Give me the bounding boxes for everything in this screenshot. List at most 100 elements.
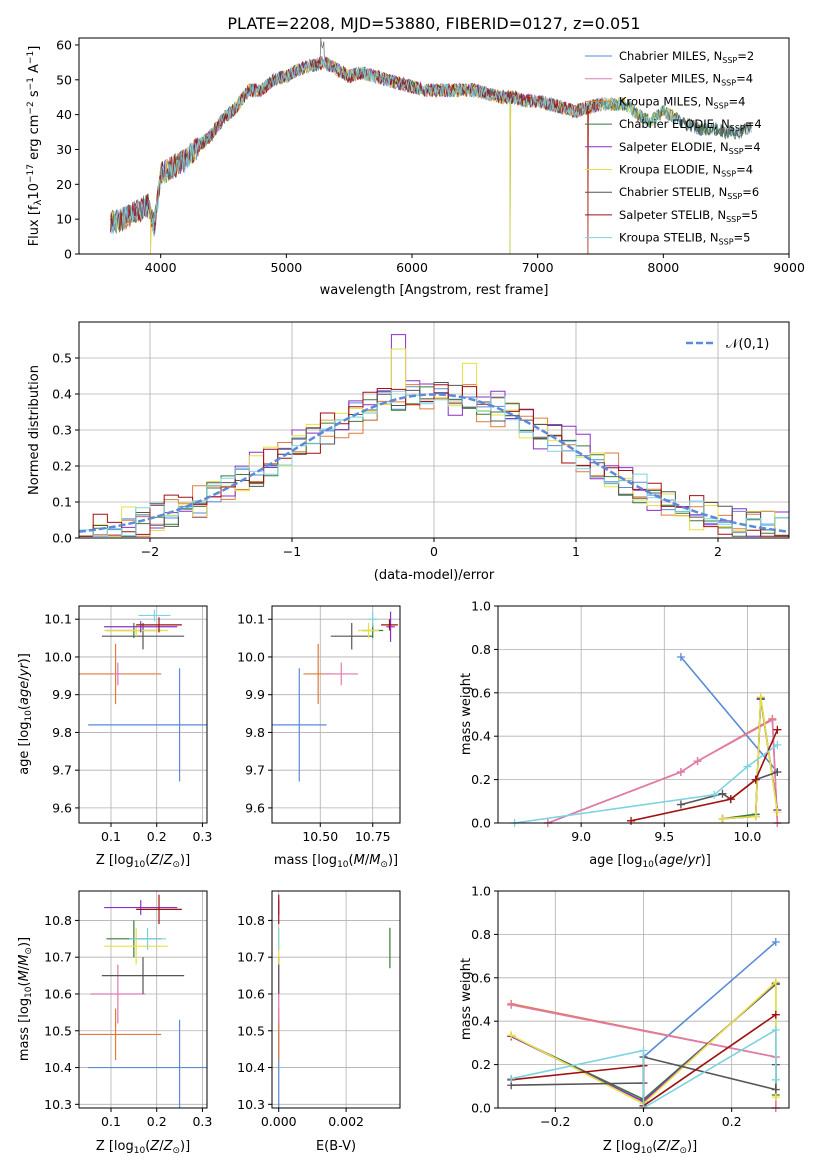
weight-vs-Z-ticks: −0.2 0.0 0.2 0.0 0.2 0.4 0.6 0.8 1.0: [471, 884, 742, 1130]
mass-vs-Z-point-kroupa-elodie: [104, 927, 169, 965]
mass-vs-Z-xlabel: Z [log10(Z/Z⊙)]: [96, 1139, 190, 1156]
age-vs-mass-point-kroupa-stelib: [368, 611, 377, 627]
age-vs-Z-xtick-label: 0.2: [147, 829, 167, 844]
weight-vs-age-lines: [510, 652, 782, 827]
series-marker: [771, 1093, 780, 1102]
series-marker: [771, 1075, 780, 1084]
residuals-xtick-label: 1: [572, 544, 580, 559]
series-marker: [676, 768, 685, 777]
spectrum-ytick-label: 60: [56, 37, 72, 52]
age-vs-mass-frame: [271, 605, 401, 824]
mass-vs-ebv-ticks: 0.000 0.002 10.3 10.4 10.5 10.6 10.7 10.8: [237, 913, 364, 1129]
series-marker: [726, 795, 735, 804]
series-marker: [773, 808, 782, 817]
weight-vs-Z-xtick-label: 0.0: [634, 1114, 654, 1129]
mass-vs-Z-point-salpeter-elodie: [104, 900, 178, 915]
residuals-xlabel: (data-model)/error: [374, 568, 495, 583]
age-vs-Z-ytick-label: 10.1: [44, 612, 72, 627]
residuals-ytick-label: 0.2: [52, 459, 72, 474]
age-vs-mass-xtick-label: 10.50: [302, 829, 338, 844]
figure-title: PLATE=2208, MJD=53880, FIBERID=0127, z=0…: [227, 14, 640, 33]
residuals-ytick-label: 0.5: [52, 351, 72, 366]
spectrum-xtick-label: 6000: [396, 260, 428, 275]
weight-vs-age-xlabel: age [log10(age/yr)]: [589, 853, 711, 870]
series-line: [642, 941, 777, 1058]
age-vs-Z-point-chabrier-stelib: [101, 622, 185, 650]
residuals-panel: −2 −1 0 1 2 0.0 0.1 0.2 0.3 0.4 0.5 𝒩(0,1) (data-m…: [27, 321, 790, 583]
mass-vs-ebv-panel: 0.000 0.002 10.3 10.4 10.5 10.6 10.7 10.8 E(B-V…: [237, 890, 401, 1154]
age-vs-Z-ylabel: age [log10(age/yr)]: [17, 653, 34, 775]
series-marker: [756, 693, 765, 702]
mass-vs-Z-ytick-label: 10.6: [44, 986, 72, 1001]
weight-vs-age-xtick-label: 9.5: [654, 829, 674, 844]
spectrum-line-kroupa-elodie: [110, 56, 677, 255]
age-vs-mass-ytick-label: 9.7: [245, 763, 265, 778]
age-vs-mass-ytick-label: 9.6: [245, 800, 265, 815]
weight-vs-age-ytick-label: 0.4: [471, 729, 491, 744]
spectrum-frame: [78, 37, 790, 255]
mass-vs-ebv-xtick-label: 0.000: [261, 1114, 297, 1129]
residuals-ticks: −2 −1 0 1 2 0.0 0.1 0.2 0.3 0.4 0.5: [52, 351, 722, 560]
series-marker: [771, 978, 780, 987]
age-vs-Z-xtick-label: 0.1: [101, 829, 121, 844]
mass-vs-Z-point-chabrier-stelib: [101, 957, 185, 994]
age-vs-mass-point-kroupa-elodie: [358, 622, 380, 639]
spectrum-ticks: 4000 5000 6000 7000 8000 9000 0 10 20 30 40 50 60: [56, 37, 805, 275]
age-vs-mass-panel: 10.50 10.75 9.6 9.7 9.8 9.9 10.0 10.1 mass [log…: [237, 605, 401, 870]
legend-label-chabrier-stelib: Chabrier STELIB, NSSP=6: [619, 185, 759, 201]
age-vs-mass-point-chabrier-stelib: [330, 622, 373, 650]
mass-vs-ebv-ytick-label: 10.7: [237, 950, 265, 965]
series-line: [722, 696, 779, 820]
spectrum-ytick-label: 0: [64, 247, 72, 262]
mass-vs-Z-ytick-label: 10.8: [44, 913, 72, 928]
mass-vs-ebv-ytick-label: 10.3: [237, 1097, 265, 1112]
spectrum-xtick-label: 8000: [647, 260, 679, 275]
series-marker: [693, 757, 702, 766]
age-vs-mass-point-chabrier-miles: [272, 668, 327, 782]
series-marker: [507, 1031, 516, 1040]
spectrum-legend: Chabrier MILES, NSSP=2 Salpeter MILES, NS…: [585, 49, 762, 247]
weight-vs-Z-ytick-label: 0.6: [471, 970, 491, 985]
series-marker: [710, 790, 719, 799]
legend-label-chabrier-elodie: Chabrier ELODIE, NSSP=4: [619, 117, 762, 133]
mass-vs-ebv-frame: [271, 890, 401, 1109]
residuals-xtick-label: 2: [714, 544, 722, 559]
weight-vs-age-ytick-label: 0.8: [471, 642, 491, 657]
mass-vs-Z-xtick-label: 0.3: [192, 1114, 212, 1129]
mass-vs-Z-ylabel: mass [log10(M/M⊙)]: [17, 937, 34, 1061]
age-vs-Z-xtick-label: 0.3: [192, 829, 212, 844]
age-vs-Z-point-salpeter-elodie: [104, 621, 178, 633]
mass-vs-Z-ticks: 0.1 0.2 0.3 10.3 10.4 10.5 10.6 10.7 10.8: [44, 913, 212, 1129]
legend-label-chabrier-miles: Chabrier MILES, NSSP=2: [619, 49, 754, 65]
mass-vs-Z-point-salpeter-stelib: [136, 894, 182, 925]
mass-vs-ebv-xlabel: E(B-V): [316, 1139, 356, 1154]
series-marker: [751, 812, 760, 821]
spectrum-line-kroupa-stelib: [110, 57, 677, 235]
age-vs-Z-ytick-label: 9.7: [52, 763, 72, 778]
age-vs-Z-points: [79, 609, 207, 782]
residuals-xtick-label: 0: [430, 544, 438, 559]
age-vs-mass-xtick-label: 10.75: [355, 829, 391, 844]
residuals-ytick-label: 0.4: [52, 387, 72, 402]
legend-label-kroupa-elodie: Kroupa ELODIE, NSSP=4: [619, 163, 753, 179]
series-marker: [771, 1010, 780, 1019]
legend-label-salpeter-stelib: Salpeter STELIB, NSSP=5: [619, 208, 758, 224]
mass-vs-Z-point-kroupa-stelib: [129, 927, 166, 950]
age-vs-mass-ytick-label: 10.1: [237, 612, 265, 627]
mass-vs-Z-point-salpeter-miles: [90, 964, 146, 1024]
weight-vs-age-ylabel: mass weight: [459, 673, 474, 755]
series-marker: [639, 1046, 648, 1055]
mass-vs-Z-xtick-label: 0.1: [101, 1114, 121, 1129]
age-vs-mass-xlabel: mass [log10(M/M⊙)]: [274, 853, 398, 870]
mass-vs-Z-point-chabrier-miles: [88, 1019, 207, 1108]
series-marker: [507, 1074, 516, 1083]
weight-vs-age-ytick-label: 1.0: [471, 599, 491, 614]
series-marker: [773, 725, 782, 734]
series-marker: [676, 652, 685, 661]
spectrum-panel: 4000 5000 6000 7000 8000 9000 0 10 20 30 40 50 60 Ch…: [26, 37, 805, 298]
age-vs-mass-ytick-label: 10.0: [237, 649, 265, 664]
mass-vs-Z-ytick-label: 10.7: [44, 950, 72, 965]
spectrum-ytick-label: 20: [56, 177, 72, 192]
residuals-ytick-label: 0.3: [52, 423, 72, 438]
residuals-histograms: [78, 334, 790, 538]
